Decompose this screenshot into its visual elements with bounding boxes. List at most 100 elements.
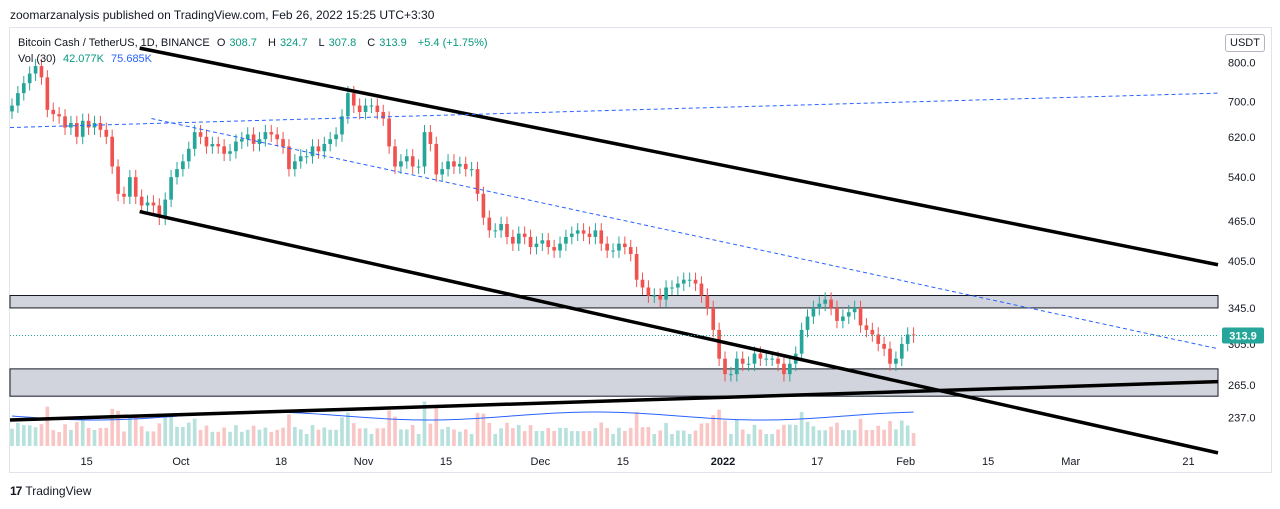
time-tick-label: Mar	[1061, 456, 1080, 468]
candle-body	[169, 177, 173, 200]
volume-bar	[239, 431, 244, 446]
time-tick-label: 15	[440, 456, 452, 468]
candle-body	[658, 295, 663, 300]
volume-bar	[734, 419, 739, 446]
volume-bar	[652, 434, 657, 446]
volume-bar	[858, 418, 863, 446]
volume-bar	[92, 429, 97, 446]
volume-bar	[363, 428, 368, 446]
price-tick-label: 465.0	[1228, 216, 1256, 228]
candle-body	[234, 141, 238, 152]
chart-frame[interactable]	[9, 27, 1272, 473]
volume-bar	[446, 426, 450, 446]
candle-body	[581, 230, 586, 234]
candle-body	[239, 139, 244, 142]
candle-body	[63, 116, 67, 128]
candle-body	[516, 233, 521, 244]
candle-body	[16, 93, 20, 106]
volume-bar	[275, 429, 279, 446]
volume-bar	[846, 430, 851, 446]
candle-body	[758, 353, 763, 359]
volume-bar	[351, 423, 356, 446]
candle-body	[623, 243, 627, 248]
volume-bar	[151, 431, 156, 446]
volume-bar	[829, 426, 833, 446]
candle-body	[98, 123, 103, 130]
volume-bar	[422, 401, 427, 446]
volume-bar	[45, 406, 50, 446]
volume-bar	[234, 425, 238, 446]
footer-brand: 17 TradingView	[10, 484, 91, 498]
volume-bar	[552, 430, 556, 446]
candle-body	[782, 363, 786, 375]
candle-body	[499, 223, 503, 231]
volume-bar	[216, 431, 221, 446]
candle-body	[369, 105, 374, 107]
volume-bar	[793, 424, 798, 446]
volume-bar	[805, 421, 810, 446]
legend-open: 308.7	[229, 37, 257, 49]
candle-body	[628, 247, 633, 255]
volume-bar	[711, 415, 716, 446]
candle-body	[811, 307, 816, 317]
candle-body	[552, 247, 556, 251]
volume-bar	[169, 413, 173, 446]
volume-bar	[80, 419, 85, 446]
candle-body	[346, 93, 350, 117]
volume-bar	[776, 429, 780, 446]
volume-bar	[434, 408, 439, 446]
candle-body	[587, 233, 592, 237]
legend-high-label: H	[267, 37, 276, 49]
candle-body	[540, 240, 545, 244]
volume-bar	[687, 434, 692, 446]
volume-bar	[628, 427, 633, 446]
volume-bar	[499, 428, 503, 446]
price-tick-label: 237.0	[1228, 413, 1256, 425]
candle-body	[45, 77, 50, 110]
volume-bar	[788, 424, 792, 446]
currency-badge[interactable]: USDT	[1225, 34, 1265, 52]
candle-body	[593, 230, 598, 237]
volume-bar	[705, 423, 710, 446]
legend-row-price: Bitcoin Cash / TetherUS, 1D, BINANCE O 30…	[18, 35, 492, 51]
volume-bar	[516, 424, 521, 446]
volume-bar	[864, 430, 869, 446]
chart-legend: Bitcoin Cash / TetherUS, 1D, BINANCE O 30…	[18, 35, 492, 67]
candle-body	[175, 169, 179, 178]
candle-body	[670, 287, 674, 289]
trendline-channel-lower	[139, 209, 1219, 455]
volume-bar	[546, 428, 551, 446]
time-tick-label: 15	[80, 456, 92, 468]
volume-bar	[281, 427, 285, 446]
price-axis: 237.0265.0305.0345.0405.0465.0540.0620.0…	[1228, 57, 1256, 424]
price-tick-label: 800.0	[1228, 57, 1256, 69]
volume-bar	[399, 429, 403, 446]
candle-body	[27, 73, 32, 84]
candle-body	[145, 202, 150, 206]
candle-body	[422, 132, 427, 167]
candle-body	[316, 146, 321, 152]
candle-body	[475, 169, 480, 194]
candle-body	[569, 233, 574, 237]
candle-body	[711, 307, 716, 330]
legend-low: 307.8	[328, 37, 357, 49]
legend-high: 324.7	[279, 37, 308, 49]
candle-body	[86, 120, 91, 128]
volume-bar	[269, 431, 274, 446]
volume-bar	[817, 430, 822, 446]
volume-bar	[293, 426, 297, 446]
candle-body	[293, 161, 297, 170]
candle-body	[446, 161, 450, 170]
candle-body	[805, 316, 810, 330]
volume-bar	[322, 427, 327, 446]
candle-body	[110, 136, 115, 167]
candle-body	[911, 334, 916, 336]
candle-body	[463, 163, 468, 170]
candle-body	[181, 161, 185, 170]
volume-bar	[245, 429, 250, 446]
volume-bar	[133, 417, 138, 446]
volume-bar	[86, 428, 91, 446]
candle-body	[393, 146, 397, 167]
candle-body	[829, 299, 833, 308]
